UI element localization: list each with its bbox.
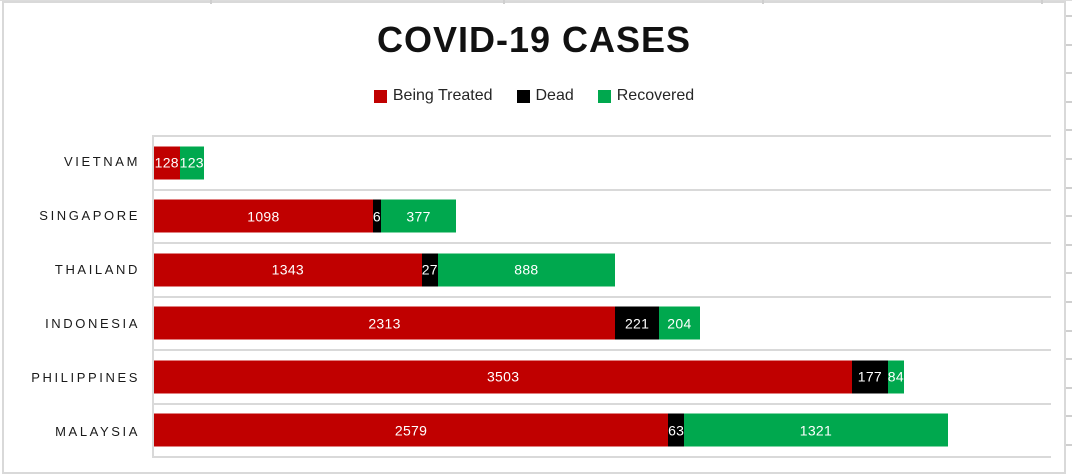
bar-value-label: 1343: [271, 261, 305, 278]
sheet-gridline-tick: [1066, 330, 1072, 332]
legend-item-being-treated[interactable]: Being Treated: [373, 87, 493, 105]
bar-value-label: 177: [857, 368, 883, 385]
bar-segment-dead[interactable]: 221: [615, 306, 660, 340]
plot-row: 1343 27 888: [154, 242, 1051, 296]
sheet-gridline-tick: [1066, 358, 1072, 360]
bar-value-label: 1321: [799, 422, 833, 439]
bar-segment-being-treated[interactable]: 1098: [154, 199, 373, 233]
sheet-gridline-tick: [210, 0, 212, 4]
plot-row: 1098 6 377: [154, 188, 1051, 243]
legend-label-being-treated: Being Treated: [392, 87, 493, 104]
category-label: PHILIPPINES: [31, 369, 140, 385]
bar-segment-recovered[interactable]: 377: [380, 199, 457, 233]
sheet-gridline-tick: [1066, 129, 1072, 131]
bar-value-label: 204: [667, 315, 692, 332]
sheet-gridline-tick: [1066, 158, 1072, 160]
sheet-gridline-tick: [1066, 72, 1072, 74]
chart-title: COVID-19 CASES: [376, 19, 692, 60]
bar-segment-recovered[interactable]: 1321: [684, 413, 948, 447]
bar-segment-recovered[interactable]: 888: [437, 253, 615, 287]
legend-swatch-recovered: [597, 89, 611, 103]
legend-swatch-dead: [516, 89, 530, 103]
plot-row: 128 123: [154, 135, 1051, 189]
bar-value-label: 27: [421, 261, 438, 278]
bar-value-label: 84: [887, 368, 904, 385]
plot-row: 2313 221 204: [154, 295, 1051, 350]
bar-segment-being-treated[interactable]: 1343: [154, 253, 422, 287]
category-label: INDONESIA: [45, 315, 140, 331]
plot-row: 3503 177 84: [154, 349, 1051, 403]
bar-value-label: 128: [154, 154, 179, 171]
category-label: THAILAND: [54, 262, 140, 278]
sheet-gridline-tick: [1066, 244, 1072, 246]
sheet-gridline-tick: [1066, 272, 1072, 274]
stacked-bar: 2313 221 204: [154, 306, 700, 340]
bar-value-label: 377: [406, 208, 431, 225]
sheet-gridline-tick: [1066, 444, 1072, 446]
bar-value-label: 2313: [368, 315, 401, 332]
sheet-gridline-tick: [1066, 44, 1072, 46]
legend: Being Treated Dead Recovered: [4, 87, 1064, 105]
plot-area: 128 123 1098 6 377 1343 27 888 2313 221 204 3503 177…: [152, 135, 1051, 458]
legend-item-recovered[interactable]: Recovered: [597, 87, 695, 105]
bar-segment-recovered[interactable]: 84: [887, 360, 905, 394]
sheet-gridline-tick: [1066, 215, 1072, 217]
category-label: MALAYSIA: [55, 423, 140, 439]
sheet-gridline-tick: [1066, 387, 1072, 389]
sheet-gridline-tick: [1066, 187, 1072, 189]
bar-value-label: 1098: [247, 208, 280, 225]
sheet-gridline-tick: [1066, 301, 1072, 303]
bar-value-label: 888: [514, 261, 539, 278]
bar-value-label: 63: [668, 422, 685, 439]
bar-segment-dead[interactable]: 27: [421, 253, 438, 287]
sheet-gridline-tick: [1066, 101, 1072, 103]
bar-value-label: 221: [624, 315, 650, 332]
stacked-bar: 3503 177 84: [154, 360, 905, 394]
plot-row: 2579 63 1321: [154, 402, 1051, 457]
sheet-gridline-tick: [503, 0, 505, 4]
bar-value-label: 2579: [394, 422, 428, 439]
category-axis-labels: VIETNAM SINGAPORE THAILAND INDONESIA PHILIPP…: [4, 135, 140, 458]
bar-value-label: 3503: [486, 368, 520, 385]
legend-swatch-being-treated: [373, 89, 387, 103]
sheet-gridline-tick: [762, 0, 764, 4]
category-label: VIETNAM: [64, 154, 140, 170]
bar-value-label: 123: [179, 154, 204, 171]
bar-segment-being-treated[interactable]: 3503: [154, 360, 853, 394]
bar-segment-being-treated[interactable]: 128: [154, 146, 180, 180]
stacked-bar: 2579 63 1321: [154, 413, 948, 447]
sheet-gridline-top: [0, 0, 1072, 1]
bar-segment-being-treated[interactable]: 2313: [154, 306, 616, 340]
stacked-bar: 1098 6 377: [154, 199, 457, 233]
bar-segment-being-treated[interactable]: 2579: [154, 413, 669, 447]
bar-segment-dead[interactable]: 63: [668, 413, 685, 447]
category-label: SINGAPORE: [39, 208, 140, 224]
sheet-gridline-tick: [1066, 415, 1072, 417]
stacked-bar: 128 123: [154, 146, 205, 180]
legend-label-dead: Dead: [535, 87, 574, 104]
bar-segment-recovered[interactable]: 123: [179, 146, 205, 180]
legend-item-dead[interactable]: Dead: [516, 87, 574, 105]
stacked-bar: 1343 27 888: [154, 253, 615, 287]
bar-segment-dead[interactable]: 6: [372, 199, 381, 233]
bar-segment-recovered[interactable]: 204: [659, 306, 700, 340]
legend-label-recovered: Recovered: [616, 87, 695, 104]
sheet-gridline-tick: [1066, 15, 1072, 17]
bar-segment-dead[interactable]: 177: [852, 360, 888, 394]
sheet-gridline-tick: [1041, 0, 1043, 4]
bar-value-label: 6: [372, 208, 381, 225]
